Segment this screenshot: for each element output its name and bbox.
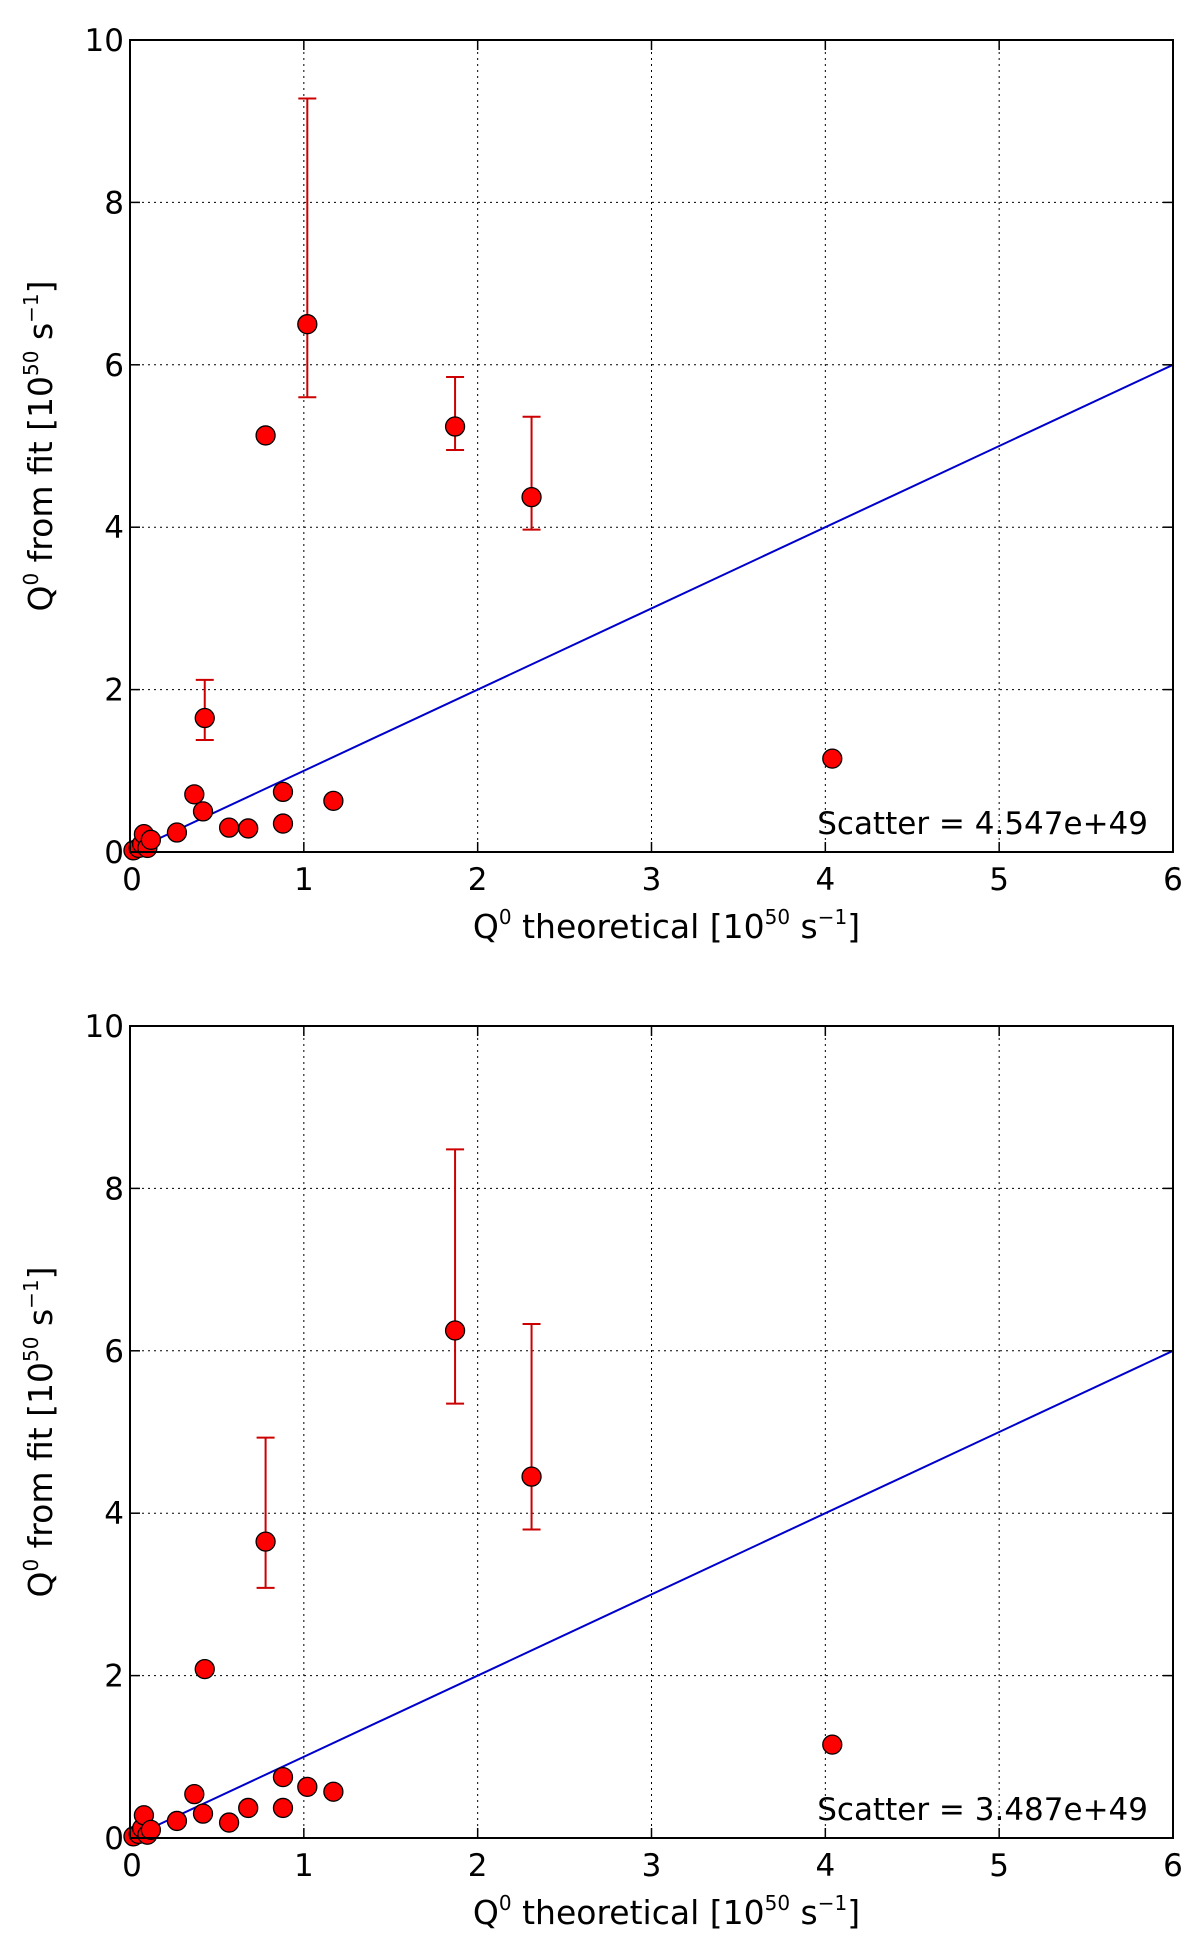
- error-bar: [522, 1323, 541, 1531]
- data-point: [194, 1658, 215, 1680]
- y-tick-label: 6: [104, 1334, 124, 1370]
- x-tick-label: 4: [815, 862, 835, 898]
- x-tick-label: 1: [294, 862, 314, 898]
- error-bar: [446, 375, 465, 452]
- y-tick-label: 6: [104, 348, 124, 384]
- error-bar: [446, 1148, 465, 1405]
- y-tick-label: 4: [104, 1496, 124, 1532]
- data-point: [184, 1784, 205, 1805]
- data-point: [521, 1466, 542, 1487]
- one-to-one-line: [129, 1349, 1174, 1839]
- x-tick-label: 6: [1163, 862, 1183, 898]
- y-tick-label: 10: [85, 23, 124, 59]
- data-point: [272, 1766, 294, 1788]
- y-tick-label: 0: [104, 1821, 124, 1857]
- data-point: [297, 1776, 318, 1797]
- x-tick-label: 1: [294, 1848, 314, 1884]
- data-point: [444, 416, 466, 437]
- data-point: [194, 707, 215, 729]
- y-tick-label: 0: [104, 835, 124, 871]
- x-tick-label: 2: [468, 862, 488, 898]
- data-point: [184, 784, 205, 805]
- x-tick-label: 0: [122, 862, 142, 898]
- error-bar: [298, 97, 317, 399]
- data-point: [140, 1819, 162, 1841]
- y-tick-label: 8: [104, 185, 124, 221]
- y-axis-label: Q0 from fit [1050 s−1]: [19, 1266, 60, 1597]
- data-point: [521, 487, 542, 508]
- x-tick-label: 5: [989, 862, 1009, 898]
- data-point: [272, 813, 294, 834]
- data-point: [272, 781, 294, 803]
- data-point: [272, 1797, 294, 1819]
- data-point: [323, 1781, 344, 1802]
- data-point: [822, 1734, 843, 1755]
- x-tick-label: 3: [642, 862, 662, 898]
- x-axis-label: Q0 theoretical [1050 s−1]: [473, 905, 860, 946]
- data-point: [218, 1812, 240, 1833]
- one-to-one-line: [129, 363, 1174, 853]
- data-point: [822, 748, 843, 769]
- data-point: [238, 1797, 259, 1819]
- data-point: [166, 1810, 188, 1832]
- data-point: [140, 829, 162, 850]
- data-point: [218, 817, 240, 838]
- data-point: [444, 1320, 466, 1341]
- data-point: [192, 801, 214, 822]
- y-tick-label: 2: [104, 673, 124, 709]
- data-point: [192, 1803, 214, 1824]
- data-point: [238, 818, 259, 839]
- data-point: [166, 822, 188, 843]
- y-axis-label: Q0 from fit [1050 s−1]: [19, 280, 60, 611]
- scatter-annotation: Scatter = 4.547e+49: [817, 806, 1148, 842]
- data-point: [323, 790, 344, 811]
- data-point: [255, 1531, 276, 1552]
- y-tick-label: 4: [104, 510, 124, 546]
- error-bar: [522, 415, 541, 531]
- panel-1: 0 1 2 3 4 5 6 0 2 4 6 8 10 Scatter = 4.547e+49 Q0 theo…: [19, 23, 1183, 946]
- x-tick-label: 2: [468, 1848, 488, 1884]
- scatter-annotation: Scatter = 3.487e+49: [817, 1792, 1148, 1828]
- y-tick-label: 10: [85, 1009, 124, 1045]
- y-tick-label: 2: [104, 1659, 124, 1695]
- data-point: [255, 425, 276, 446]
- panel-2: 0 1 2 3 4 5 6 0 2 4 6 8 10 Scatter = 3.487e+49 Q0 theo…: [19, 1009, 1183, 1932]
- x-tick-label: 3: [642, 1848, 662, 1884]
- data-point: [297, 314, 318, 335]
- x-tick-label: 5: [989, 1848, 1009, 1884]
- error-bar: [256, 1436, 275, 1589]
- x-tick-label: 4: [815, 1848, 835, 1884]
- x-axis-label: Q0 theoretical [1050 s−1]: [473, 1891, 860, 1932]
- x-tick-label: 0: [122, 1848, 142, 1884]
- x-tick-label: 6: [1163, 1848, 1183, 1884]
- y-tick-label: 8: [104, 1171, 124, 1207]
